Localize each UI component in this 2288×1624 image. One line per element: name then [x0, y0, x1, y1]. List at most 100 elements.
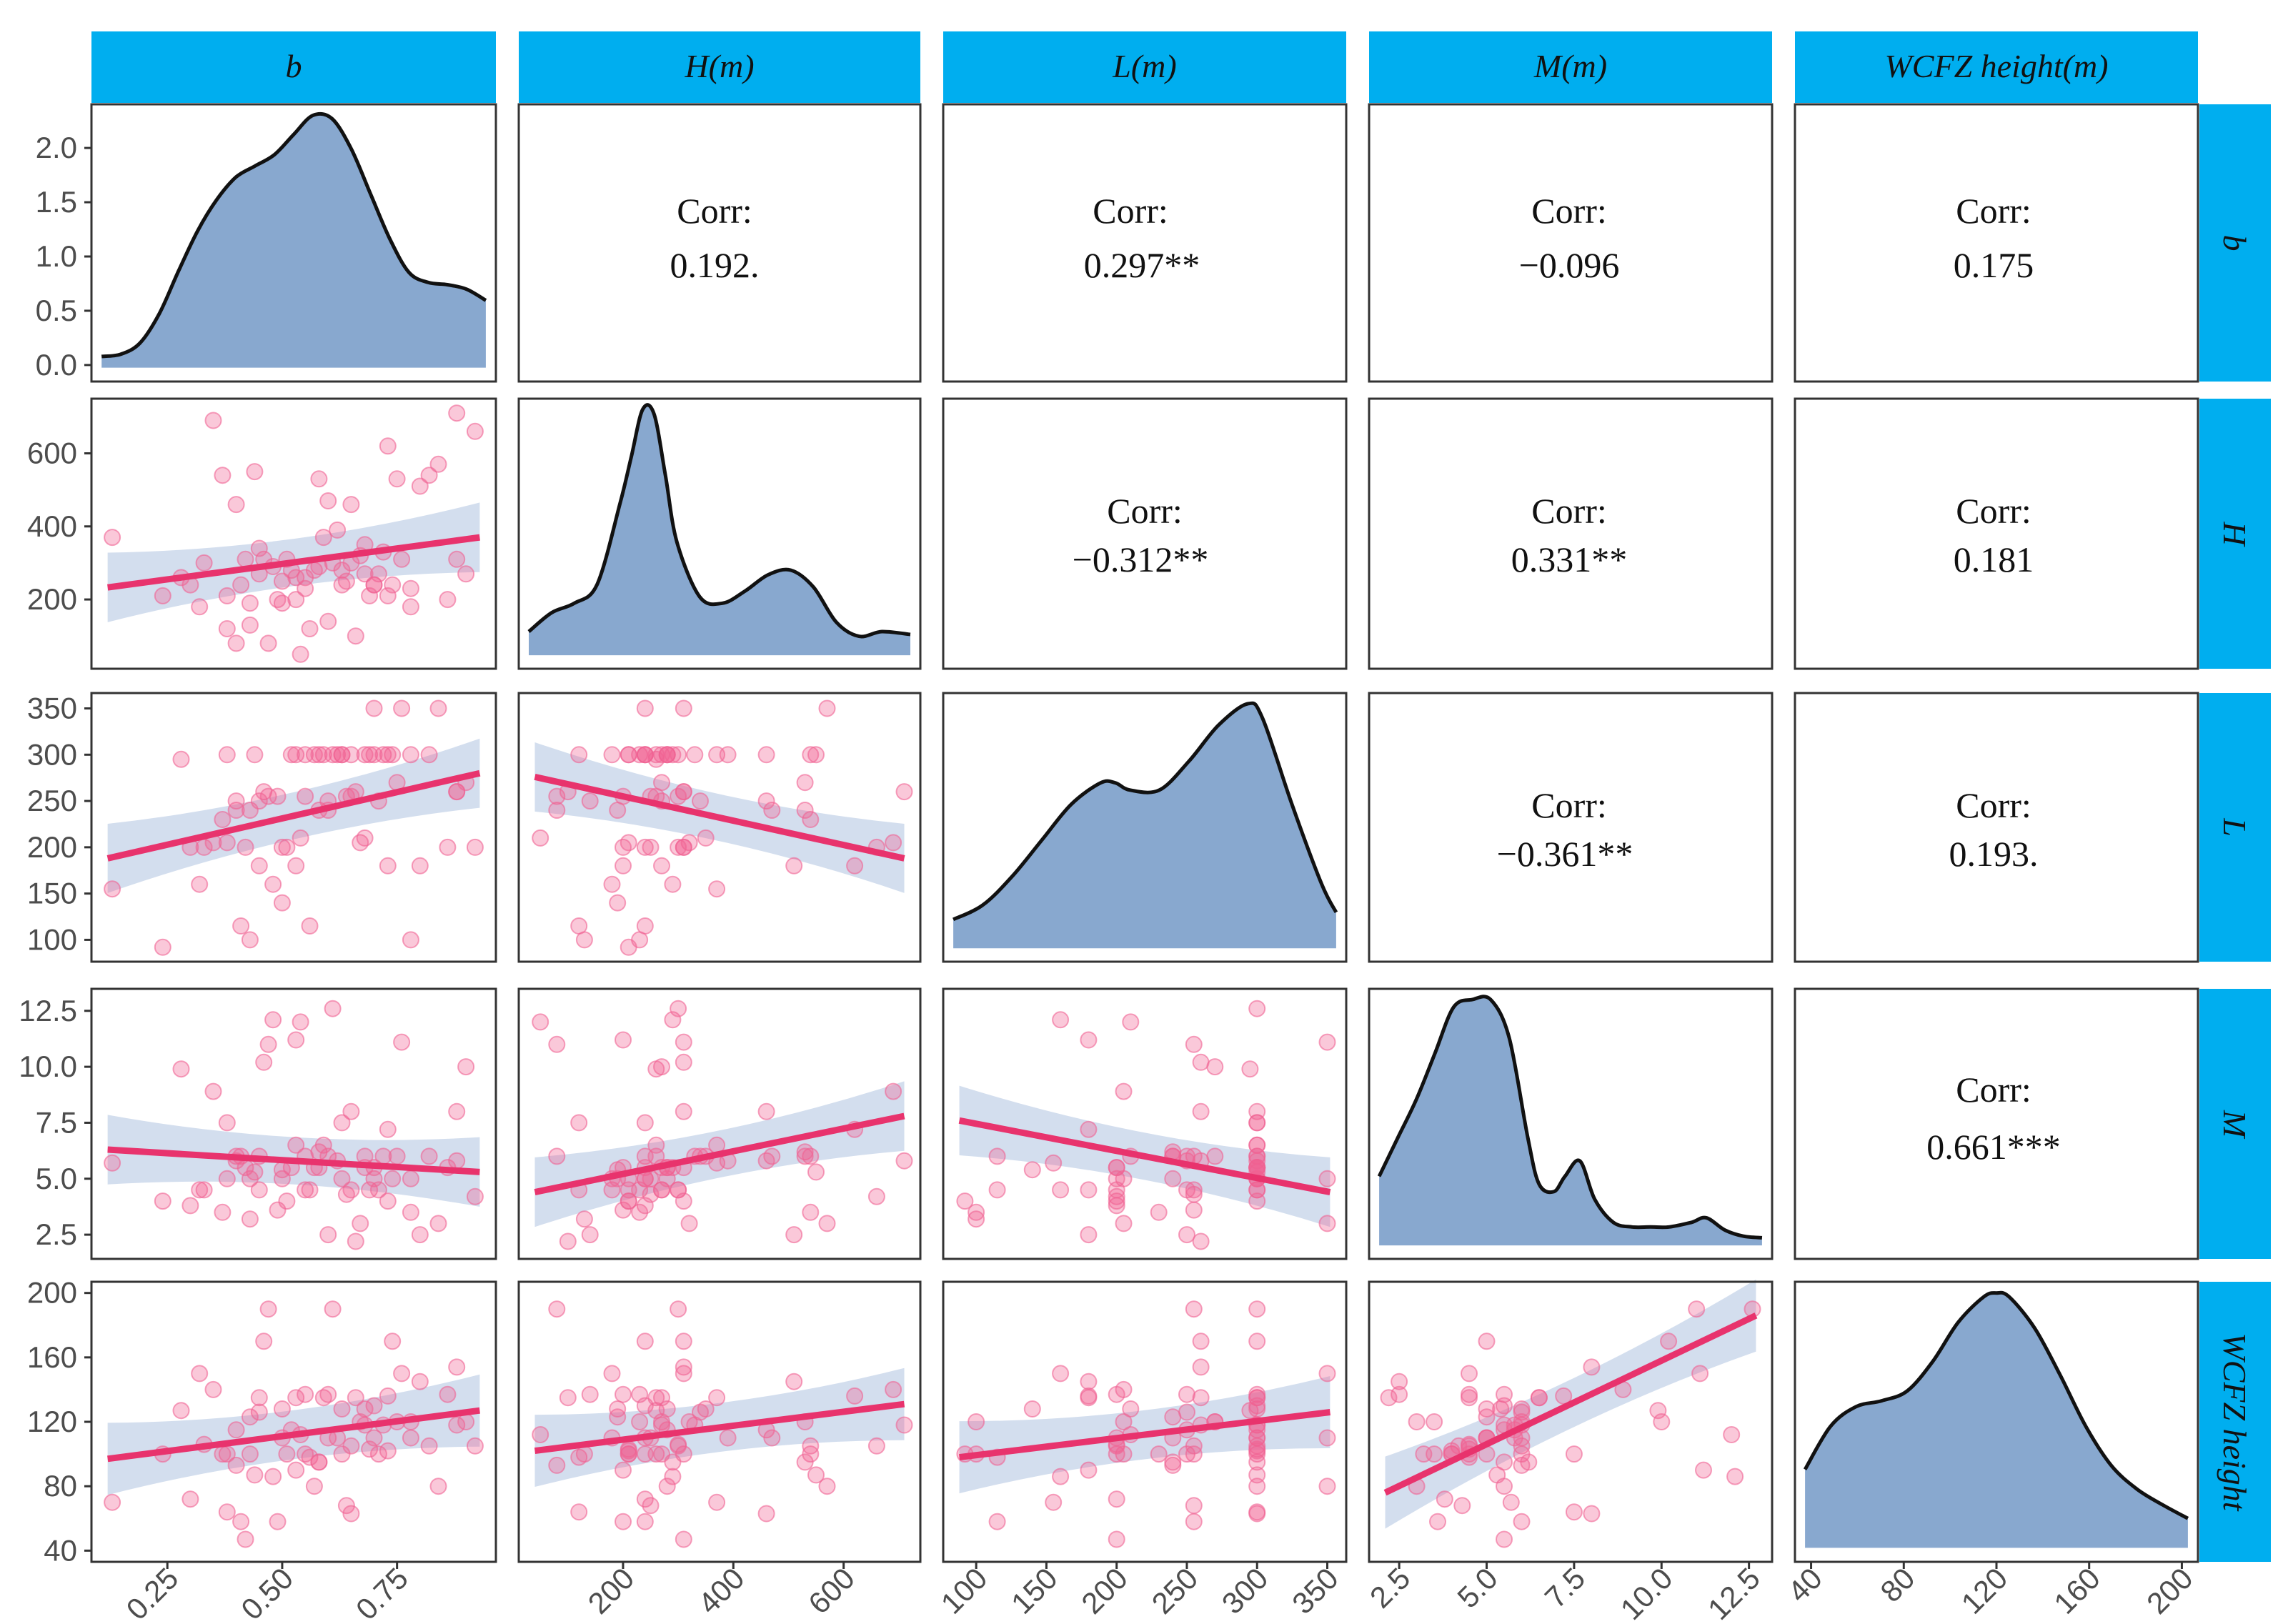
- scatter-point: [191, 1365, 209, 1383]
- scatter-point: [818, 1215, 836, 1232]
- scatter-point: [241, 616, 259, 634]
- y-tick-label: 80: [44, 1469, 77, 1503]
- panel-2-4: [1794, 692, 2199, 963]
- scatter-point: [402, 1170, 419, 1187]
- scatter-point: [675, 699, 692, 717]
- scatter-point: [191, 875, 209, 893]
- scatter-point: [867, 1437, 885, 1455]
- column-strip-H: [519, 31, 920, 103]
- scatter-point: [195, 838, 213, 856]
- scatter-point: [411, 1226, 429, 1244]
- panel-1-3: [1368, 397, 1774, 670]
- corr-label: Corr:: [1956, 1070, 2031, 1110]
- scatter-point: [1108, 1490, 1125, 1508]
- scatter-point: [670, 1000, 687, 1017]
- scatter-point: [1660, 1332, 1678, 1350]
- scatter-point: [1478, 1332, 1496, 1350]
- scatter-point: [802, 746, 820, 764]
- corr-label: Corr:: [1093, 191, 1168, 231]
- scatter-point: [885, 1380, 902, 1398]
- scatter-point: [384, 1332, 402, 1350]
- scatter-point: [342, 496, 360, 514]
- scatter-point: [570, 1503, 588, 1521]
- x-tick-label: 100: [935, 1561, 994, 1620]
- scatter-point: [1248, 1505, 1266, 1523]
- density-curve-H: [527, 403, 911, 639]
- scatter-point: [448, 1102, 466, 1120]
- scatter-point: [1496, 1478, 1513, 1495]
- scatter-point: [642, 838, 660, 856]
- x-tick-label: 120: [1955, 1561, 2014, 1620]
- scatter-point: [420, 1147, 438, 1165]
- scatter-point: [237, 838, 254, 856]
- scatter-point: [548, 1456, 566, 1474]
- scatter-point: [292, 645, 309, 663]
- scatter-point: [314, 529, 332, 547]
- scatter-point: [1318, 1170, 1336, 1187]
- x-tick-label: 0.25: [120, 1561, 185, 1624]
- scatter-point: [273, 1400, 291, 1418]
- density-curve-M: [1377, 995, 1763, 1240]
- scatter-point: [104, 880, 121, 898]
- column-strip-WCFZ: [1795, 31, 2198, 103]
- scatter-point: [172, 1402, 190, 1420]
- scatter-point: [757, 1152, 775, 1170]
- scatter-point: [1496, 1397, 1513, 1415]
- scatter-point: [1192, 1389, 1210, 1407]
- scatter-point: [250, 539, 268, 557]
- scatter-point: [807, 1466, 825, 1484]
- scatter-point: [1391, 1385, 1408, 1403]
- scatter-point: [570, 746, 588, 764]
- correlation-texts: Corr: 0.192. Corr: 0.297** Corr: −0.096 …: [670, 191, 2061, 1167]
- scatter-point: [757, 1102, 775, 1120]
- scatter-point: [237, 550, 254, 568]
- scatter-point: [374, 746, 392, 764]
- scatter-point: [297, 579, 314, 597]
- scatter-point: [719, 1429, 737, 1447]
- scatter-point: [988, 1147, 1006, 1165]
- scatter-point: [361, 587, 379, 604]
- scatter-point: [1496, 1453, 1513, 1471]
- scatter-point: [347, 627, 364, 645]
- scatter-point: [570, 1114, 588, 1132]
- scatter-point: [104, 529, 121, 547]
- scatter-point: [1391, 1373, 1408, 1390]
- scatter-point: [1530, 1389, 1548, 1407]
- scatter-point: [379, 1120, 397, 1138]
- scatter-point: [1122, 1013, 1140, 1031]
- scatter-point: [379, 1442, 397, 1460]
- corr-value: 0.661***: [1926, 1127, 2061, 1167]
- x-tick-label: 200: [2140, 1561, 2199, 1620]
- panel-3-1: [517, 987, 922, 1260]
- scatter-point: [255, 1332, 273, 1350]
- scatter-point: [250, 1389, 268, 1407]
- panel-2-3: [1368, 692, 1774, 963]
- scatter-point: [1461, 1385, 1478, 1403]
- scatter-point: [1185, 1300, 1203, 1318]
- scatter-point: [1185, 1181, 1203, 1199]
- scatter-point: [411, 477, 429, 495]
- scatter-point: [1185, 1437, 1203, 1455]
- scatter-point: [287, 1389, 305, 1407]
- scatter-point: [429, 699, 447, 717]
- scatter-point: [1248, 1102, 1266, 1120]
- scatter-point: [402, 579, 419, 597]
- scatter-point: [615, 1461, 632, 1479]
- scatter-point: [1248, 1478, 1266, 1495]
- scatter-point: [379, 437, 397, 455]
- scatter-point: [191, 1181, 209, 1199]
- scatter-point: [1206, 1147, 1224, 1165]
- scatter-point: [636, 1114, 654, 1132]
- column-label-L: L(m): [1112, 48, 1176, 84]
- scatter-point: [241, 1210, 259, 1228]
- scatter-point: [802, 1147, 820, 1165]
- scatter-point: [282, 746, 300, 764]
- corr-label: Corr:: [1956, 785, 2031, 825]
- scatter-point: [532, 829, 549, 847]
- scatter-point: [757, 746, 775, 764]
- scatter-point: [802, 811, 820, 828]
- y-tick-label: 100: [27, 922, 77, 956]
- scatter-point: [365, 1429, 383, 1447]
- scatter-point: [333, 1170, 351, 1187]
- scatter-point: [1185, 1035, 1203, 1053]
